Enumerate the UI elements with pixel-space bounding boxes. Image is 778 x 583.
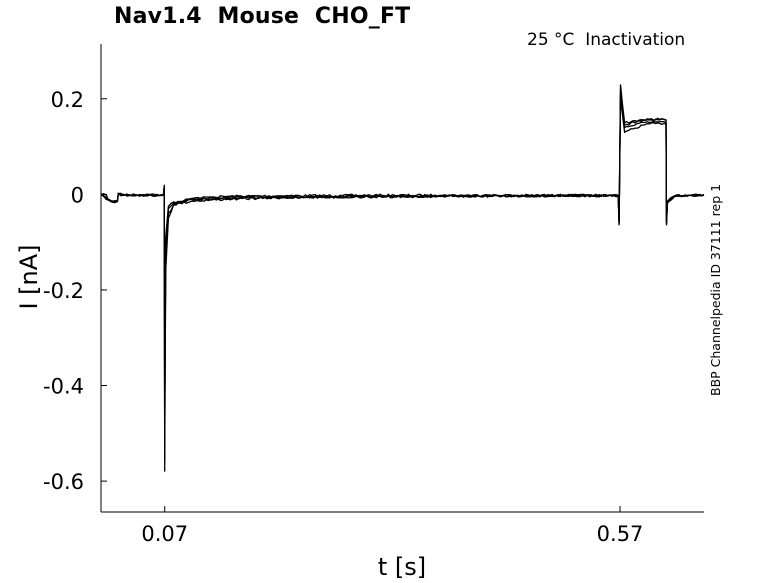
y-tick-label: -0.4 <box>43 375 84 399</box>
y-tick-label: -0.2 <box>43 279 84 303</box>
x-tick-label: 0.07 <box>141 522 188 546</box>
chart-title: Nav1.4 Mouse CHO_FT <box>114 4 411 29</box>
x-ticks: 0.07 0.57 <box>141 506 643 546</box>
x-tick-label: 0.57 <box>597 522 644 546</box>
current-trace-4 <box>100 93 705 424</box>
current-trace-3 <box>100 98 705 443</box>
traces <box>100 84 705 472</box>
x-axis-label: t [s] <box>378 553 426 581</box>
current-trace-2 <box>100 89 705 472</box>
y-ticks: 0.2 0 -0.2 -0.4 -0.6 <box>43 88 107 494</box>
y-tick-label: 0 <box>71 183 84 207</box>
y-axis-label: I [nA] <box>15 244 43 309</box>
chart-annotation: 25 °C Inactivation <box>527 30 686 50</box>
current-trace-1 <box>100 84 705 463</box>
y-tick-label: -0.6 <box>43 470 84 494</box>
y-tick-label: 0.2 <box>51 88 84 112</box>
